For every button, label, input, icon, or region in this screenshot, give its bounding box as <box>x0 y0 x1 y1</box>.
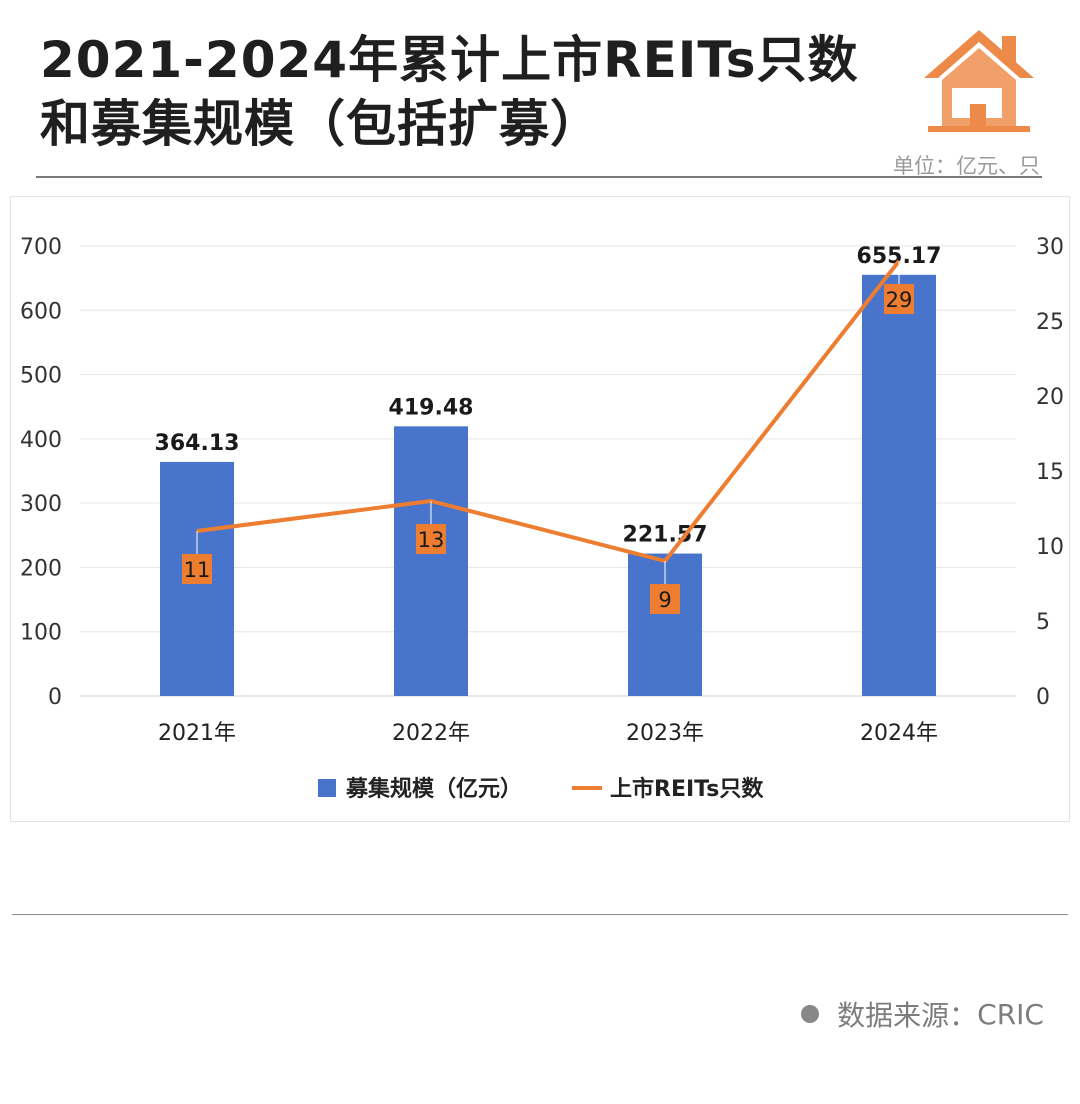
bar <box>394 426 468 696</box>
y-left-tick-label: 700 <box>20 235 62 260</box>
y-left-tick-label: 400 <box>20 428 62 453</box>
y-right-tick-label: 20 <box>1036 385 1064 410</box>
y-left-tick-label: 600 <box>20 299 62 324</box>
unit-label: 单位：亿元、只 <box>893 154 1040 178</box>
legend-bar-swatch <box>318 779 336 797</box>
bullet-icon <box>801 1005 820 1023</box>
line-value-label: 11 <box>184 558 211 582</box>
line-value-label: 13 <box>418 528 445 552</box>
y-left-tick-label: 0 <box>48 685 62 710</box>
house-icon <box>924 30 1034 132</box>
legend-bar-label: 募集规模（亿元） <box>345 776 522 802</box>
title-divider <box>36 176 1042 178</box>
y-left-tick-label: 100 <box>20 621 62 646</box>
line-value-box <box>182 554 212 584</box>
y-right-tick-label: 5 <box>1036 610 1050 635</box>
x-tick-label: 2023年 <box>626 721 704 746</box>
y-right-tick-label: 25 <box>1036 310 1064 335</box>
y-right-tick-label: 30 <box>1036 235 1064 260</box>
y-right-tick-label: 0 <box>1036 685 1050 710</box>
chart-area <box>10 196 1070 822</box>
bar-value-label: 364.13 <box>155 431 240 456</box>
chart-title: 2021-2024年累计上市REITs只数 和募集规模（包括扩募） <box>40 28 900 156</box>
title-line-2: 和募集规模（包括扩募） <box>40 95 601 153</box>
bar-value-label: 221.57 <box>623 523 708 548</box>
y-left-tick-label: 200 <box>20 556 62 581</box>
line-value-label: 29 <box>886 288 913 312</box>
line-series <box>196 259 901 563</box>
line-value-box <box>416 524 446 554</box>
y-right-tick-label: 10 <box>1036 535 1064 560</box>
bar <box>862 274 936 696</box>
line-value-box <box>650 584 680 614</box>
bar-value-label: 419.48 <box>389 395 474 420</box>
x-tick-label: 2024年 <box>860 721 938 746</box>
legend-line-label: 上市REITs只数 <box>610 776 764 802</box>
source-value: CRIC <box>977 997 1044 1031</box>
title-line-1: 2021-2024年累计上市REITs只数 <box>40 31 859 89</box>
source-note: 数据来源： CRIC <box>801 994 1044 1034</box>
line-value-label: 9 <box>658 588 671 612</box>
y-left-tick-label: 300 <box>20 492 62 517</box>
combo-chart: 0 100 200 300 400 500 600 700 0 5 10 15 20 25 30 364.13… <box>20 235 1064 802</box>
source-label: 数据来源： <box>837 999 978 1032</box>
footer-divider <box>12 914 1068 915</box>
y-left-tick-label: 500 <box>20 364 62 389</box>
y-right-tick-label: 15 <box>1036 460 1064 485</box>
line-value-box <box>884 284 914 314</box>
x-tick-label: 2021年 <box>158 721 236 746</box>
x-tick-label: 2022年 <box>392 721 470 746</box>
